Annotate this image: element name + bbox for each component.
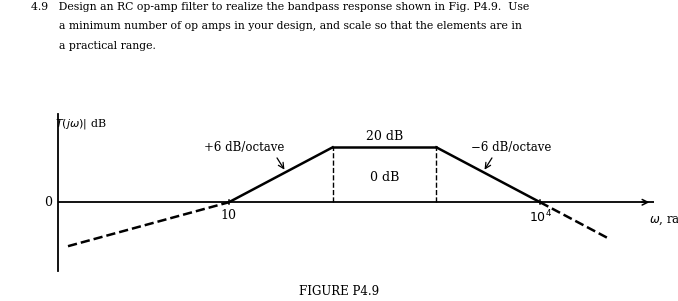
Text: a minimum number of op amps in your design, and scale so that the elements are i: a minimum number of op amps in your desi… <box>31 21 521 31</box>
Text: a practical range.: a practical range. <box>31 41 155 51</box>
Text: 0 dB: 0 dB <box>370 171 399 184</box>
Text: FIGURE P4.9: FIGURE P4.9 <box>299 285 379 298</box>
Text: 20 dB: 20 dB <box>366 130 403 143</box>
Text: 0: 0 <box>45 196 52 209</box>
Text: 10: 10 <box>221 209 237 222</box>
Text: $T(j\omega)|$ dB: $T(j\omega)|$ dB <box>54 117 106 131</box>
Text: −6 dB/octave: −6 dB/octave <box>471 141 551 154</box>
Text: 4.9   Design an RC op-amp filter to realize the bandpass response shown in Fig. : 4.9 Design an RC op-amp filter to realiz… <box>31 2 529 11</box>
Text: +6 dB/octave: +6 dB/octave <box>204 141 285 154</box>
Text: $10^4$: $10^4$ <box>529 209 552 226</box>
Text: $\omega$, rad/s: $\omega$, rad/s <box>649 212 678 227</box>
